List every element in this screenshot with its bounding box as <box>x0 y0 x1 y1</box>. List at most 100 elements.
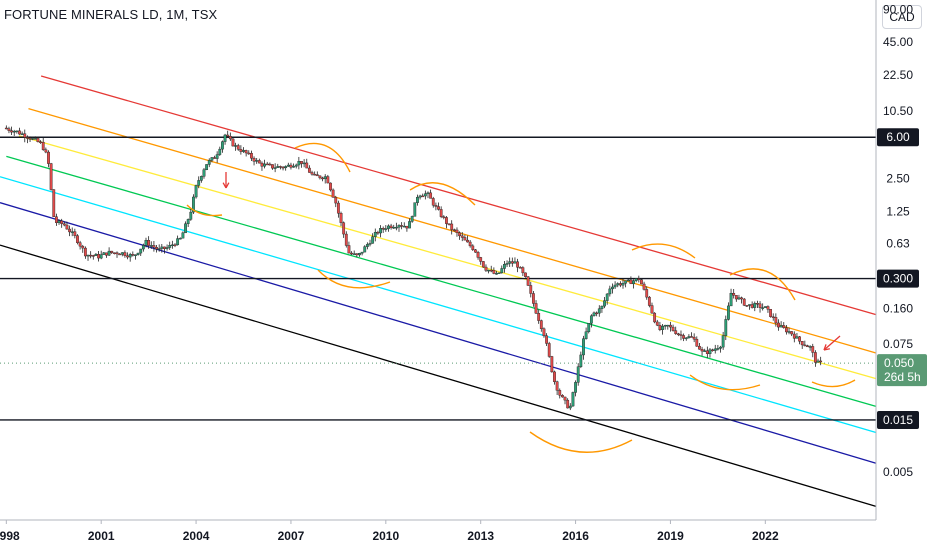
annotation-arc-3[interactable] <box>409 182 476 206</box>
candle <box>39 140 42 144</box>
channel-line-3[interactable] <box>18 135 877 380</box>
candle <box>753 301 757 312</box>
annotation-arc-8[interactable] <box>689 374 761 391</box>
channel-line-6[interactable] <box>0 202 877 464</box>
candle <box>134 254 137 260</box>
candle <box>471 244 475 251</box>
candle <box>705 346 709 359</box>
annotation-arc-7[interactable] <box>729 268 796 301</box>
channel-line-7[interactable] <box>0 244 877 508</box>
candle <box>70 227 74 237</box>
candle <box>197 176 201 189</box>
candle <box>110 250 114 255</box>
candle <box>373 228 377 242</box>
candle <box>202 167 206 179</box>
annotation-arc-2[interactable] <box>186 204 223 217</box>
candle <box>779 321 783 328</box>
candle <box>713 344 717 354</box>
annotation-arrow-1[interactable] <box>222 172 230 189</box>
annotation-arc-5[interactable] <box>529 431 633 453</box>
candle <box>231 137 235 147</box>
candle <box>57 219 61 225</box>
x-tick-label: 2001 <box>88 529 115 543</box>
currency-button[interactable]: CAD <box>882 5 922 29</box>
candle <box>679 330 683 341</box>
candle <box>281 165 285 171</box>
candle <box>221 140 224 153</box>
candle <box>777 319 780 331</box>
candle <box>692 333 696 343</box>
candle <box>421 193 425 198</box>
candle <box>790 331 794 337</box>
candle <box>545 333 548 346</box>
candle <box>176 235 180 246</box>
level-badge-2[interactable]: 0.300 <box>877 269 919 288</box>
candle <box>663 324 667 330</box>
annotation-arc-9[interactable] <box>811 379 856 388</box>
candle <box>141 243 145 252</box>
x-tick-label: 2013 <box>467 529 494 543</box>
candle <box>33 136 37 140</box>
candle <box>265 161 269 166</box>
candle <box>365 242 369 250</box>
candle <box>250 150 253 161</box>
candle <box>360 251 364 256</box>
candle <box>729 288 733 307</box>
level-badge-1[interactable]: 6.00 <box>877 128 919 147</box>
y-tick-label: 2.50 <box>886 172 910 186</box>
candle <box>787 327 791 335</box>
candle <box>584 327 588 340</box>
candle <box>118 253 122 256</box>
candle <box>684 337 688 341</box>
candle <box>695 336 699 347</box>
candle <box>352 250 356 255</box>
y-tick-label: 0.63 <box>886 237 910 251</box>
y-tick-label: 10.50 <box>883 104 913 118</box>
candle <box>355 253 359 258</box>
candle <box>73 228 77 239</box>
candle <box>763 306 767 308</box>
annotation-arc-1[interactable] <box>294 142 351 173</box>
candle <box>163 246 166 254</box>
candle <box>368 239 372 247</box>
candle <box>460 232 464 242</box>
candle <box>97 250 100 262</box>
candle <box>492 267 496 275</box>
candle <box>68 225 71 237</box>
annotation-arrow-2[interactable] <box>823 335 841 351</box>
candle <box>218 146 222 156</box>
candle <box>650 302 654 314</box>
time-axis: 1998 2001 2004 2007 2010 2013 2016 2019 2022 <box>0 520 779 543</box>
candle <box>276 163 280 168</box>
candle <box>553 370 556 385</box>
candle <box>31 137 35 141</box>
level-badge-3[interactable]: 0.015 <box>877 410 919 429</box>
annotation-arc-4[interactable] <box>317 269 391 289</box>
annotation-arc-6[interactable] <box>631 243 696 259</box>
candle <box>123 250 127 258</box>
candle <box>613 281 617 290</box>
candle <box>550 355 554 373</box>
candle <box>769 308 772 318</box>
candle <box>671 324 675 332</box>
candle <box>719 345 722 353</box>
candle <box>819 356 823 366</box>
y-tick-label: 90.00 <box>883 2 913 16</box>
channel-line-4[interactable] <box>6 155 877 408</box>
candle <box>784 325 788 335</box>
candle <box>737 294 741 300</box>
candle <box>800 340 804 349</box>
channel-line-2[interactable] <box>28 108 877 354</box>
candle <box>442 215 446 220</box>
candle <box>542 327 546 338</box>
channel-line-1[interactable] <box>40 75 877 316</box>
candle <box>394 222 398 231</box>
candle <box>700 346 704 356</box>
candle <box>413 202 417 217</box>
candle <box>666 324 670 330</box>
candle <box>579 351 583 369</box>
candle <box>645 286 649 300</box>
candle <box>487 269 490 274</box>
